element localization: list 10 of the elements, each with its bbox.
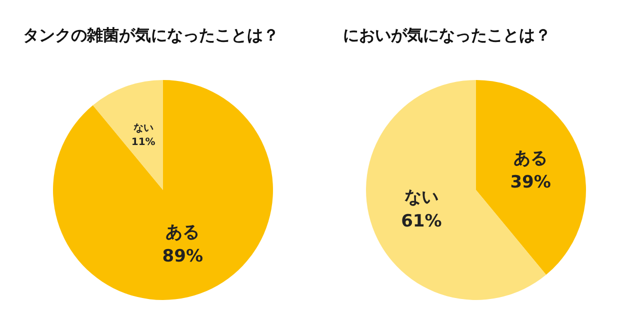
chart-title: においが気になったことは？ [343, 26, 551, 44]
slice-label: ない [133, 122, 154, 134]
data-label: 61% [401, 212, 442, 232]
data-label: 39% [510, 172, 551, 192]
slice-label: ある [166, 222, 200, 243]
slice-label: ない [404, 188, 438, 208]
chart-title: タンクの雑菌が気になったことは？ [23, 26, 279, 44]
data-label: 89% [162, 246, 203, 267]
slice-label: ある [514, 148, 548, 168]
data-label: 11% [131, 136, 156, 148]
